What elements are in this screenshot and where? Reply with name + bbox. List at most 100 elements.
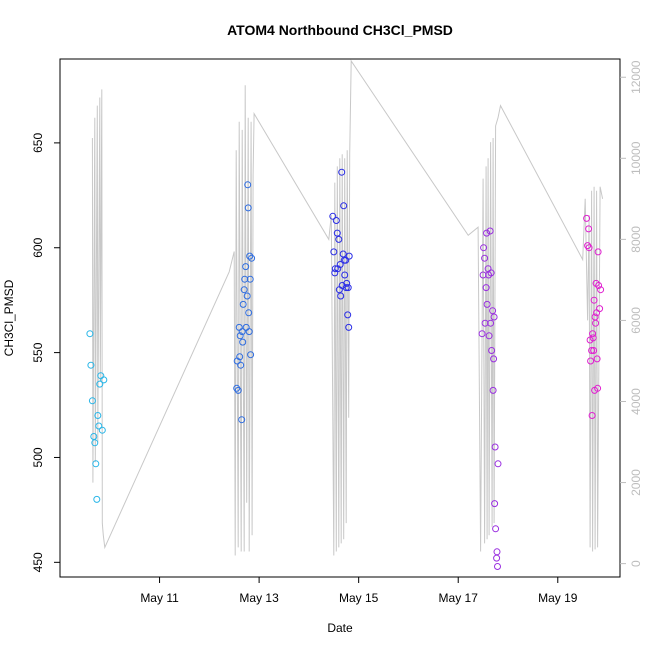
data-point <box>489 386 497 394</box>
data-point <box>233 384 241 392</box>
data-point <box>330 248 338 256</box>
y-tick-label: 450 <box>31 552 45 572</box>
data-point <box>493 548 501 556</box>
data-point <box>597 286 605 294</box>
y-tick-label: 500 <box>31 447 45 467</box>
data-point <box>584 242 592 250</box>
data-point <box>585 225 593 233</box>
data-point <box>95 422 103 430</box>
data-point <box>342 256 350 264</box>
data-point <box>478 330 486 338</box>
data-point <box>243 292 251 300</box>
y2-tick-label: 0 <box>629 560 643 567</box>
data-point <box>589 330 597 338</box>
data-point <box>340 202 348 210</box>
y2-tick-label: 2000 <box>629 469 643 496</box>
data-point <box>488 347 496 354</box>
data-point <box>338 282 346 289</box>
data-point <box>590 347 598 354</box>
data-point <box>246 275 254 283</box>
data-point <box>239 300 247 308</box>
data-point <box>486 227 494 235</box>
data-point <box>240 286 248 294</box>
plot-area-frame <box>59 58 621 578</box>
x-tick-label: May 19 <box>538 591 578 605</box>
data-point <box>487 319 495 327</box>
secondary-series-line <box>91 59 604 556</box>
x-axis-label: Date <box>327 621 353 635</box>
data-point <box>494 563 501 570</box>
data-point <box>583 214 591 222</box>
data-point <box>246 252 254 260</box>
y-axis-label: CH3Cl_PMSD <box>2 279 16 356</box>
data-point <box>492 525 500 533</box>
data-point <box>585 244 593 252</box>
data-point <box>332 217 340 224</box>
y2-tick-label: 6000 <box>629 307 643 334</box>
data-point <box>345 252 353 260</box>
data-point <box>245 309 253 317</box>
data-point <box>239 338 247 346</box>
data-point <box>593 355 601 363</box>
data-point <box>337 292 345 300</box>
chart-title: ATOM4 Northbound CH3Cl_PMSD <box>227 22 453 38</box>
data-point <box>91 439 99 447</box>
y2-tick-label: 12000 <box>629 60 643 94</box>
data-point <box>245 328 253 336</box>
data-point <box>481 254 489 262</box>
data-point <box>92 460 100 468</box>
data-point <box>343 279 351 287</box>
y2-tick-label: 8000 <box>629 226 643 253</box>
x-axis: May 11 May 13 May 15 May 17 May 19 <box>140 577 578 605</box>
data-point <box>587 357 595 365</box>
data-point <box>487 269 495 277</box>
y-tick-label: 550 <box>31 342 45 362</box>
data-point <box>480 244 488 252</box>
data-point <box>489 307 497 315</box>
data-point <box>594 384 602 392</box>
data-point <box>491 500 499 508</box>
data-point <box>482 284 490 292</box>
data-point <box>338 168 346 176</box>
data-point <box>494 460 502 468</box>
data-point <box>236 353 244 361</box>
data-point <box>590 296 598 304</box>
data-point <box>244 181 252 189</box>
data-point <box>238 328 246 336</box>
data-point <box>100 376 108 384</box>
data-point <box>490 313 498 321</box>
data-point <box>491 443 499 451</box>
data-point <box>592 319 600 327</box>
data-point <box>237 361 245 369</box>
data-point <box>96 380 104 388</box>
data-point <box>483 300 491 308</box>
data-point <box>86 330 94 338</box>
data-point <box>483 229 491 237</box>
data-point <box>345 323 353 331</box>
data-point <box>588 412 596 419</box>
data-point <box>333 229 341 237</box>
x-tick-label: May 11 <box>140 591 179 605</box>
data-point <box>98 426 106 434</box>
data-point <box>234 386 242 394</box>
data-point <box>242 263 250 271</box>
data-point <box>236 332 244 340</box>
data-point <box>87 361 95 369</box>
y-tick-label: 600 <box>31 237 45 257</box>
data-point <box>244 204 252 212</box>
data-point <box>595 282 603 289</box>
data-point <box>594 248 602 256</box>
data-point <box>342 284 350 292</box>
y-axis: 450 500 550 600 650 <box>31 133 60 572</box>
data-point <box>331 265 339 273</box>
data-point <box>589 334 597 342</box>
data-point <box>344 284 352 292</box>
x-tick-label: May 13 <box>239 591 279 605</box>
data-point <box>336 261 344 268</box>
y2-tick-label: 10000 <box>629 141 643 175</box>
y-tick-label: 650 <box>31 133 45 153</box>
y2-tick-label: 4000 <box>629 388 643 415</box>
data-point <box>588 347 596 354</box>
series-layer <box>86 59 605 570</box>
